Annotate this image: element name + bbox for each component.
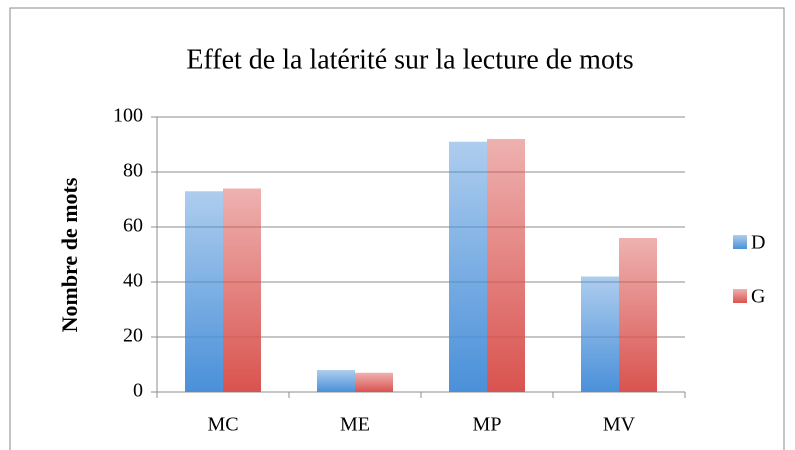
y-tick-label: 20 xyxy=(123,325,143,347)
legend-swatch xyxy=(733,235,747,249)
chart-title: Effet de la latérité sur la lecture de m… xyxy=(186,44,633,75)
y-axis-label: Nombre de mots xyxy=(57,177,82,332)
bar xyxy=(581,276,619,392)
y-tick-label: 100 xyxy=(113,105,143,127)
y-tick-label: 80 xyxy=(123,160,143,182)
bar xyxy=(317,370,355,392)
bar xyxy=(223,188,261,392)
chart-frame xyxy=(9,7,785,450)
y-tick-label: 0 xyxy=(133,380,143,402)
y-tick-label: 40 xyxy=(123,270,143,292)
legend-label: D xyxy=(751,232,765,254)
bar xyxy=(487,139,525,392)
x-tick-label: MP xyxy=(473,414,502,436)
x-tick-label: MV xyxy=(603,414,636,436)
x-tick-label: MC xyxy=(207,414,238,436)
y-tick-label: 60 xyxy=(123,215,143,237)
bar xyxy=(449,141,487,392)
legend-swatch xyxy=(733,289,747,303)
bar xyxy=(619,238,657,392)
bar xyxy=(185,191,223,392)
bar xyxy=(355,372,393,392)
x-tick-label: ME xyxy=(340,414,370,436)
legend-label: G xyxy=(751,286,765,308)
